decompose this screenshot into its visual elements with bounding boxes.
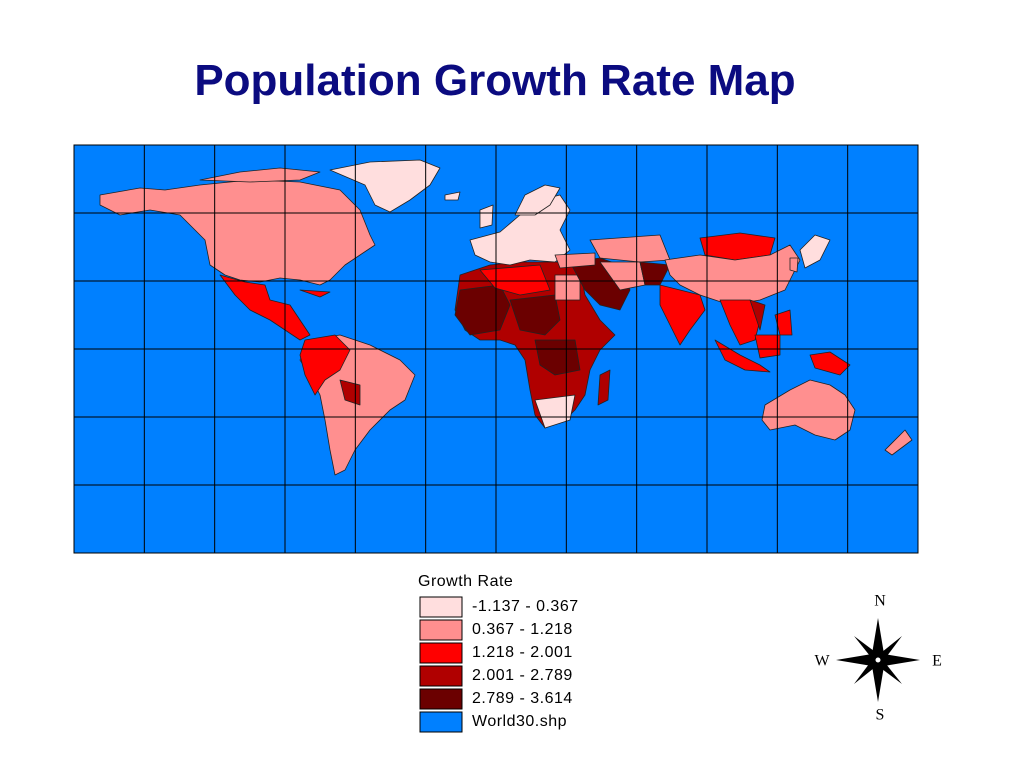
compass-point — [872, 660, 884, 702]
legend-swatch — [419, 665, 463, 687]
country — [774, 309, 793, 336]
country — [659, 284, 706, 346]
country — [809, 351, 851, 376]
country — [534, 394, 576, 429]
compass-point — [836, 654, 878, 666]
country — [589, 234, 671, 263]
map-title: Population Growth Rate Map — [194, 56, 795, 105]
compass-point — [878, 654, 902, 684]
country — [749, 299, 766, 331]
compass-point — [878, 654, 920, 666]
country — [554, 274, 581, 301]
country — [664, 244, 801, 306]
legend-label: World30.shp — [472, 713, 567, 730]
compass-point — [872, 618, 884, 660]
country — [884, 429, 913, 456]
legend-label: 0.367 - 1.218 — [472, 621, 573, 638]
country — [554, 252, 596, 269]
compass-e: E — [932, 653, 942, 670]
compass: N S W E — [814, 593, 941, 724]
country — [514, 184, 561, 216]
compass-point — [874, 656, 882, 664]
country — [597, 369, 611, 406]
legend-label: 1.218 - 2.001 — [472, 644, 573, 661]
legend-swatch — [419, 688, 463, 710]
country — [799, 234, 831, 269]
country — [444, 191, 461, 201]
country — [329, 159, 441, 213]
compass-w: W — [814, 653, 830, 670]
compass-s: S — [876, 707, 885, 724]
legend: Growth Rate -1.137 - 0.367 0.367 - 1.218 1… — [418, 573, 579, 733]
legend-swatch — [419, 711, 463, 733]
legend-label: 2.001 - 2.789 — [472, 667, 573, 684]
country — [299, 334, 351, 396]
country — [789, 257, 799, 273]
country — [479, 204, 494, 229]
compass-n: N — [874, 593, 886, 610]
legend-label: 2.789 - 3.614 — [472, 690, 573, 707]
compass-point — [854, 660, 884, 684]
legend-swatch — [419, 642, 463, 664]
country — [219, 274, 311, 341]
map — [73, 144, 919, 554]
legend-label: -1.137 - 0.367 — [472, 598, 579, 615]
country — [714, 339, 771, 373]
country — [199, 167, 321, 183]
compass-point — [854, 636, 878, 666]
country — [509, 294, 561, 336]
country — [761, 379, 856, 441]
legend-swatch — [419, 596, 463, 618]
legend-swatch — [419, 619, 463, 641]
compass-point — [872, 636, 902, 660]
country — [299, 289, 331, 298]
country — [754, 334, 781, 359]
country — [479, 264, 551, 296]
graticule — [74, 145, 918, 553]
legend-title: Growth Rate — [418, 573, 513, 590]
